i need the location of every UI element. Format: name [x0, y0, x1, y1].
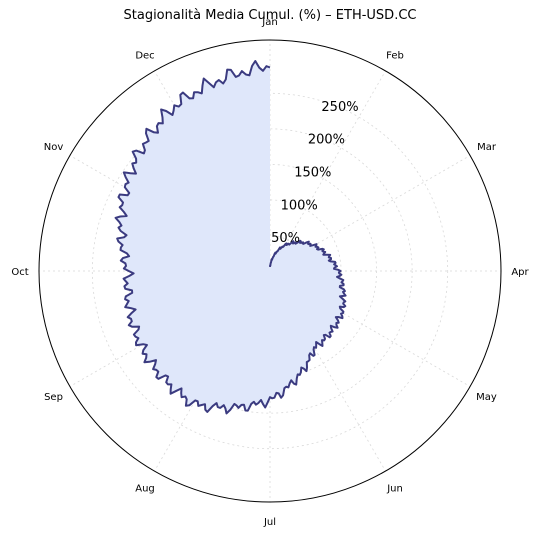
radial-tick-label-3: 200% — [308, 133, 345, 148]
angular-tick-label-oct: Oct — [11, 267, 28, 278]
angular-tick-label-mar: Mar — [477, 142, 497, 153]
chart-title: Stagionalità Media Cumul. (%) – ETH-USD.… — [123, 8, 417, 23]
polar-frame — [38, 39, 502, 503]
angular-tick-label-aug: Aug — [135, 484, 155, 495]
angular-tick-label-sep: Sep — [44, 392, 63, 403]
angular-grid-line-1 — [269, 70, 386, 272]
radial-tick-label-2: 150% — [294, 166, 331, 181]
angular-tick-label-nov: Nov — [44, 142, 64, 153]
series-line — [114, 60, 347, 415]
angular-tick-label-jan: Jan — [261, 17, 277, 28]
angular-tick-label-may: May — [476, 392, 497, 403]
radial-grid-circle-4 — [91, 92, 449, 450]
radial-tick-label-4: 250% — [321, 100, 358, 115]
radial-tick-label-1: 100% — [281, 198, 318, 213]
angular-grid-line-2 — [269, 155, 471, 272]
angular-grid-line-4 — [269, 270, 471, 387]
radial-tick-label-0: 50% — [271, 231, 300, 246]
angular-tick-label-apr: Apr — [511, 267, 529, 278]
angular-grid-line-5 — [269, 270, 386, 472]
data-layer — [114, 60, 347, 415]
angular-tick-label-jul: Jul — [263, 517, 276, 528]
angular-tick-label-feb: Feb — [386, 50, 404, 61]
label-layer: Jan Feb Mar Apr May Jun Jul Aug Sep Oct Nov Dec 50% 1… — [11, 17, 529, 528]
angular-tick-label-jun: Jun — [386, 484, 403, 495]
series-area — [115, 61, 346, 414]
angular-tick-label-dec: Dec — [135, 50, 154, 61]
